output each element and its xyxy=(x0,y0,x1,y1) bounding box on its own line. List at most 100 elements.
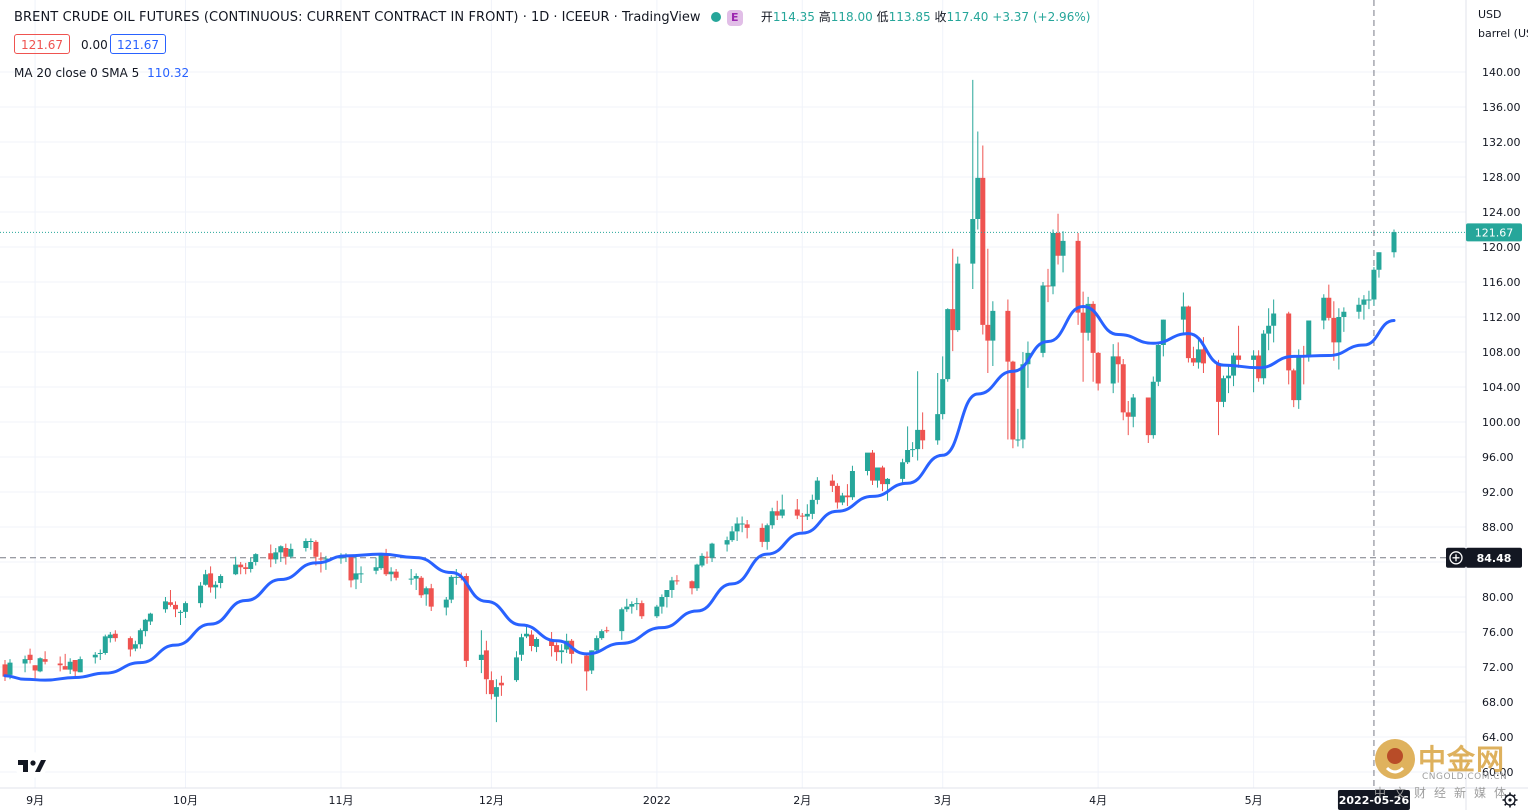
tradingview-logo-icon[interactable] xyxy=(14,752,48,778)
high-label: 高 xyxy=(818,10,831,24)
candle xyxy=(1060,231,1066,273)
candle xyxy=(233,556,239,576)
candle-body xyxy=(694,564,700,589)
time-tick-label: 2月 xyxy=(793,794,811,807)
candle-body xyxy=(162,601,168,610)
candle xyxy=(724,536,730,552)
candle-body xyxy=(1040,285,1046,353)
watermark-cn: 中金网 xyxy=(1418,743,1506,776)
watermark-icon xyxy=(1375,739,1415,779)
candle xyxy=(112,630,118,642)
candle xyxy=(829,474,835,492)
crosshair-price-label: 84.48 xyxy=(1477,552,1512,565)
price-tick-label: 136.00 xyxy=(1482,101,1521,114)
candle-body xyxy=(393,571,399,578)
candle xyxy=(183,601,189,618)
candle-body xyxy=(97,653,103,654)
candle xyxy=(1291,368,1297,408)
candle-body xyxy=(1261,333,1267,379)
candle-body xyxy=(62,666,68,670)
candle xyxy=(704,551,710,564)
candle xyxy=(142,618,148,637)
candle xyxy=(248,557,254,573)
earnings-badge[interactable]: E xyxy=(726,10,743,26)
candle xyxy=(97,649,103,660)
gear-tooth xyxy=(1512,794,1516,798)
candle-body xyxy=(1110,356,1116,384)
candle-body xyxy=(689,581,695,589)
interval-label[interactable]: 1D xyxy=(530,10,550,25)
candle-body xyxy=(659,597,665,607)
candle xyxy=(814,477,820,505)
last-price-tag xyxy=(1466,223,1522,242)
candle-body xyxy=(739,523,745,525)
ma-line xyxy=(3,305,1396,682)
time-tick-label: 11月 xyxy=(328,794,353,807)
candle xyxy=(1110,344,1116,394)
price-axis[interactable]: USD barrel (US 140.00 136.00 132.00 128.00 124… xyxy=(1478,8,1528,779)
time-axis[interactable]: 9月 10月 11月 12月 2022 2月 3月 4月 5月 xyxy=(26,794,1263,807)
candle-body xyxy=(323,558,329,560)
candle-body xyxy=(639,603,645,617)
candle xyxy=(594,635,600,653)
candle-body xyxy=(167,602,173,605)
candle-body xyxy=(102,636,108,653)
candle-body xyxy=(779,509,785,516)
time-tick-label: 5月 xyxy=(1245,794,1263,807)
candle-body xyxy=(724,540,730,545)
candle-body xyxy=(32,665,38,671)
price-tick-label: 92.00 xyxy=(1482,486,1514,499)
ma-indicator-legend[interactable]: MA 20 close 0 SMA 5 110.32 xyxy=(14,66,189,80)
candle-body xyxy=(463,576,469,661)
sell-price-button[interactable]: 121.67 xyxy=(14,34,70,54)
candle xyxy=(985,248,991,373)
candle-body xyxy=(950,309,956,331)
candle-body xyxy=(634,603,640,605)
candle xyxy=(694,563,700,591)
candle xyxy=(208,566,214,593)
candle-body xyxy=(529,634,535,646)
candle xyxy=(604,626,610,633)
candle xyxy=(744,520,750,539)
settings-gear-icon[interactable] xyxy=(1502,792,1518,808)
candle-body xyxy=(704,556,710,558)
candle-body xyxy=(273,552,279,560)
candle xyxy=(1130,394,1136,428)
candle xyxy=(529,630,535,652)
candle-body xyxy=(834,485,840,503)
candle xyxy=(869,450,875,485)
candle-body xyxy=(127,638,133,650)
candle-body xyxy=(709,543,715,558)
market-status-icon[interactable] xyxy=(710,12,721,22)
price-axis-unit: USD xyxy=(1478,8,1502,21)
candle xyxy=(1005,299,1011,440)
candle-body xyxy=(213,584,219,588)
candle-body xyxy=(970,219,976,264)
candle xyxy=(27,648,33,664)
price-tick-label: 100.00 xyxy=(1482,416,1521,429)
candle xyxy=(634,597,640,611)
candle-body xyxy=(37,658,43,672)
candle xyxy=(418,576,424,598)
candle xyxy=(834,483,840,509)
candle-body xyxy=(869,452,875,481)
candle-body xyxy=(849,471,855,498)
candle xyxy=(1120,359,1126,421)
candle xyxy=(905,426,911,464)
symbol-title[interactable]: BRENT CRUDE OIL FUTURES (CONTINUOUS: CUR… xyxy=(14,10,519,25)
buy-price-button[interactable]: 121.67 xyxy=(110,34,166,54)
candle-body xyxy=(1296,356,1302,401)
candle xyxy=(1256,350,1262,382)
candle xyxy=(599,629,605,640)
candle-body xyxy=(1050,233,1056,287)
candle xyxy=(1361,295,1367,320)
candle xyxy=(970,79,976,289)
candle-body xyxy=(875,467,881,481)
candle xyxy=(77,656,83,673)
candle-body xyxy=(483,650,489,680)
candle xyxy=(1356,297,1362,319)
candle xyxy=(488,671,494,700)
candle-body xyxy=(1236,355,1242,360)
candle-body xyxy=(1125,412,1131,417)
